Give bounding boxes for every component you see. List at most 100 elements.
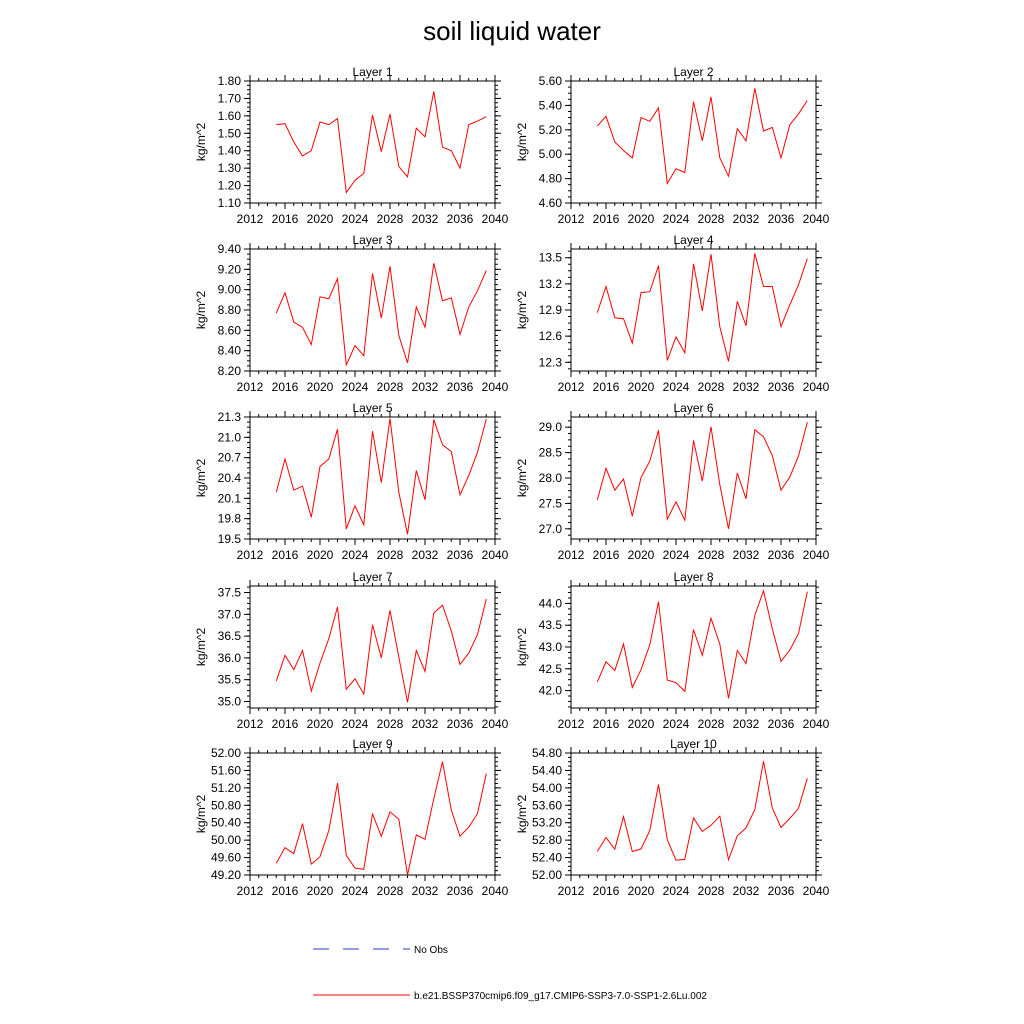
y-tick-label: 49.60 (211, 851, 241, 865)
panel-title: Layer 2 (673, 65, 713, 79)
y-axis-label: kg/m^2 (515, 459, 529, 498)
y-tick-label: 4.80 (539, 172, 563, 186)
x-tick-label: 2028 (698, 884, 725, 898)
y-tick-label: 5.60 (539, 74, 563, 88)
y-tick-label: 52.00 (211, 746, 241, 760)
x-tick-label: 2020 (628, 548, 655, 562)
y-tick-label: 29.0 (539, 420, 563, 434)
x-tick-label: 2028 (377, 212, 404, 226)
series-line (596, 88, 808, 186)
plot-frame (570, 80, 817, 204)
x-tick-label: 2032 (733, 548, 760, 562)
x-tick-label: 2012 (237, 212, 264, 226)
x-tick-label: 2036 (768, 380, 795, 394)
y-tick-label: 50.00 (211, 833, 241, 847)
y-axis-label: kg/m^2 (515, 291, 529, 330)
x-tick-label: 2016 (593, 380, 620, 394)
panel-4: Layer 4 2012 2016 2020 2024 2028 2032 2036 2040 1… (515, 233, 830, 394)
y-tick-label: 8.40 (218, 344, 242, 358)
x-tick-label: 2032 (412, 380, 439, 394)
y-tick-label: 5.20 (539, 123, 563, 137)
x-tick-label: 2016 (272, 548, 299, 562)
x-tick-label: 2020 (628, 212, 655, 226)
panel-title: Layer 7 (352, 570, 392, 584)
x-tick-label: 2036 (768, 212, 795, 226)
panel-title: Layer 4 (673, 233, 713, 247)
x-tick-label: 2016 (593, 212, 620, 226)
y-tick-label: 1.30 (218, 161, 242, 175)
y-axis-label: kg/m^2 (194, 628, 208, 667)
series-line (596, 761, 808, 862)
x-tick-label: 2016 (272, 380, 299, 394)
x-tick-label: 2024 (663, 548, 690, 562)
panel-10: Layer 10 2012 2016 2020 2024 2028 2032 2036 2040… (515, 737, 830, 898)
y-tick-label: 35.5 (218, 673, 242, 687)
series-line (596, 421, 808, 529)
y-tick-label: 21.0 (218, 430, 242, 444)
y-tick-label: 19.5 (218, 532, 242, 546)
x-tick-label: 2020 (307, 717, 334, 731)
panel-2: Layer 2 2012 2016 2020 2024 2028 2032 2036 2040 4… (515, 65, 830, 226)
series-line (275, 263, 487, 367)
y-tick-label: 1.20 (218, 179, 242, 193)
x-tick-label: 2016 (593, 548, 620, 562)
x-tick-label: 2020 (307, 212, 334, 226)
legend: No Obs b.e21.BSSP370cmip6.f09_g17.CMIP6-… (313, 945, 707, 1002)
y-tick-label: 28.0 (539, 471, 563, 485)
y-tick-label: 12.9 (539, 303, 563, 317)
panel-9: Layer 9 2012 2016 2020 2024 2028 2032 2036 2040 4… (194, 737, 509, 898)
y-tick-label: 5.00 (539, 147, 563, 161)
panel-7: Layer 7 2012 2016 2020 2024 2028 2032 2036 2040 3… (194, 570, 509, 731)
panel-title: Layer 3 (352, 233, 392, 247)
figure-title: soil liquid water (423, 16, 601, 46)
x-tick-label: 2036 (447, 717, 474, 731)
x-tick-label: 2020 (307, 548, 334, 562)
y-tick-label: 43.0 (539, 640, 563, 654)
panel-1: Layer 1 2012 2016 2020 2024 2028 2032 2036 2040 1… (194, 65, 509, 226)
y-tick-label: 1.70 (218, 91, 242, 105)
y-tick-label: 9.40 (218, 242, 242, 256)
y-tick-label: 5.40 (539, 98, 563, 112)
y-tick-label: 54.80 (532, 746, 562, 760)
y-tick-label: 54.40 (532, 763, 562, 777)
y-axis-label: kg/m^2 (515, 795, 529, 834)
y-tick-label: 19.8 (218, 512, 242, 526)
y-tick-label: 21.3 (218, 410, 242, 424)
x-tick-label: 2036 (768, 717, 795, 731)
panel-title: Layer 9 (352, 737, 392, 751)
y-tick-label: 52.00 (532, 868, 562, 882)
x-tick-label: 2016 (272, 884, 299, 898)
y-tick-label: 54.00 (532, 781, 562, 795)
x-tick-label: 2028 (698, 212, 725, 226)
x-tick-label: 2024 (342, 884, 369, 898)
series-line (275, 418, 487, 535)
x-tick-label: 2028 (698, 380, 725, 394)
y-tick-label: 52.80 (532, 833, 562, 847)
y-tick-label: 12.3 (539, 355, 563, 369)
x-tick-label: 2028 (377, 380, 404, 394)
x-tick-label: 2032 (733, 212, 760, 226)
y-tick-label: 42.0 (539, 684, 563, 698)
y-tick-label: 44.0 (539, 596, 563, 610)
panel-6: Layer 6 2012 2016 2020 2024 2028 2032 2036 2040 2… (515, 401, 830, 562)
x-tick-label: 2032 (412, 717, 439, 731)
x-tick-label: 2012 (558, 212, 585, 226)
x-tick-label: 2032 (733, 380, 760, 394)
panel-3: Layer 3 2012 2016 2020 2024 2028 2032 2036 2040 8… (194, 233, 509, 394)
legend-label-model: b.e21.BSSP370cmip6.f09_g17.CMIP6-SSP3-7.… (414, 991, 707, 1002)
x-tick-label: 2040 (803, 717, 830, 731)
plot-frame (249, 248, 496, 372)
panel-5: Layer 5 2012 2016 2020 2024 2028 2032 2036 2040 1… (194, 401, 509, 562)
x-tick-label: 2012 (558, 717, 585, 731)
y-tick-label: 1.40 (218, 144, 242, 158)
x-tick-label: 2036 (447, 380, 474, 394)
y-tick-label: 9.20 (218, 262, 242, 276)
x-tick-label: 2012 (237, 884, 264, 898)
x-tick-label: 2012 (237, 380, 264, 394)
x-tick-label: 2032 (733, 884, 760, 898)
y-tick-label: 53.20 (532, 816, 562, 830)
y-tick-label: 12.6 (539, 329, 563, 343)
legend-label-no-obs: No Obs (414, 945, 448, 956)
plot-frame (570, 585, 817, 709)
